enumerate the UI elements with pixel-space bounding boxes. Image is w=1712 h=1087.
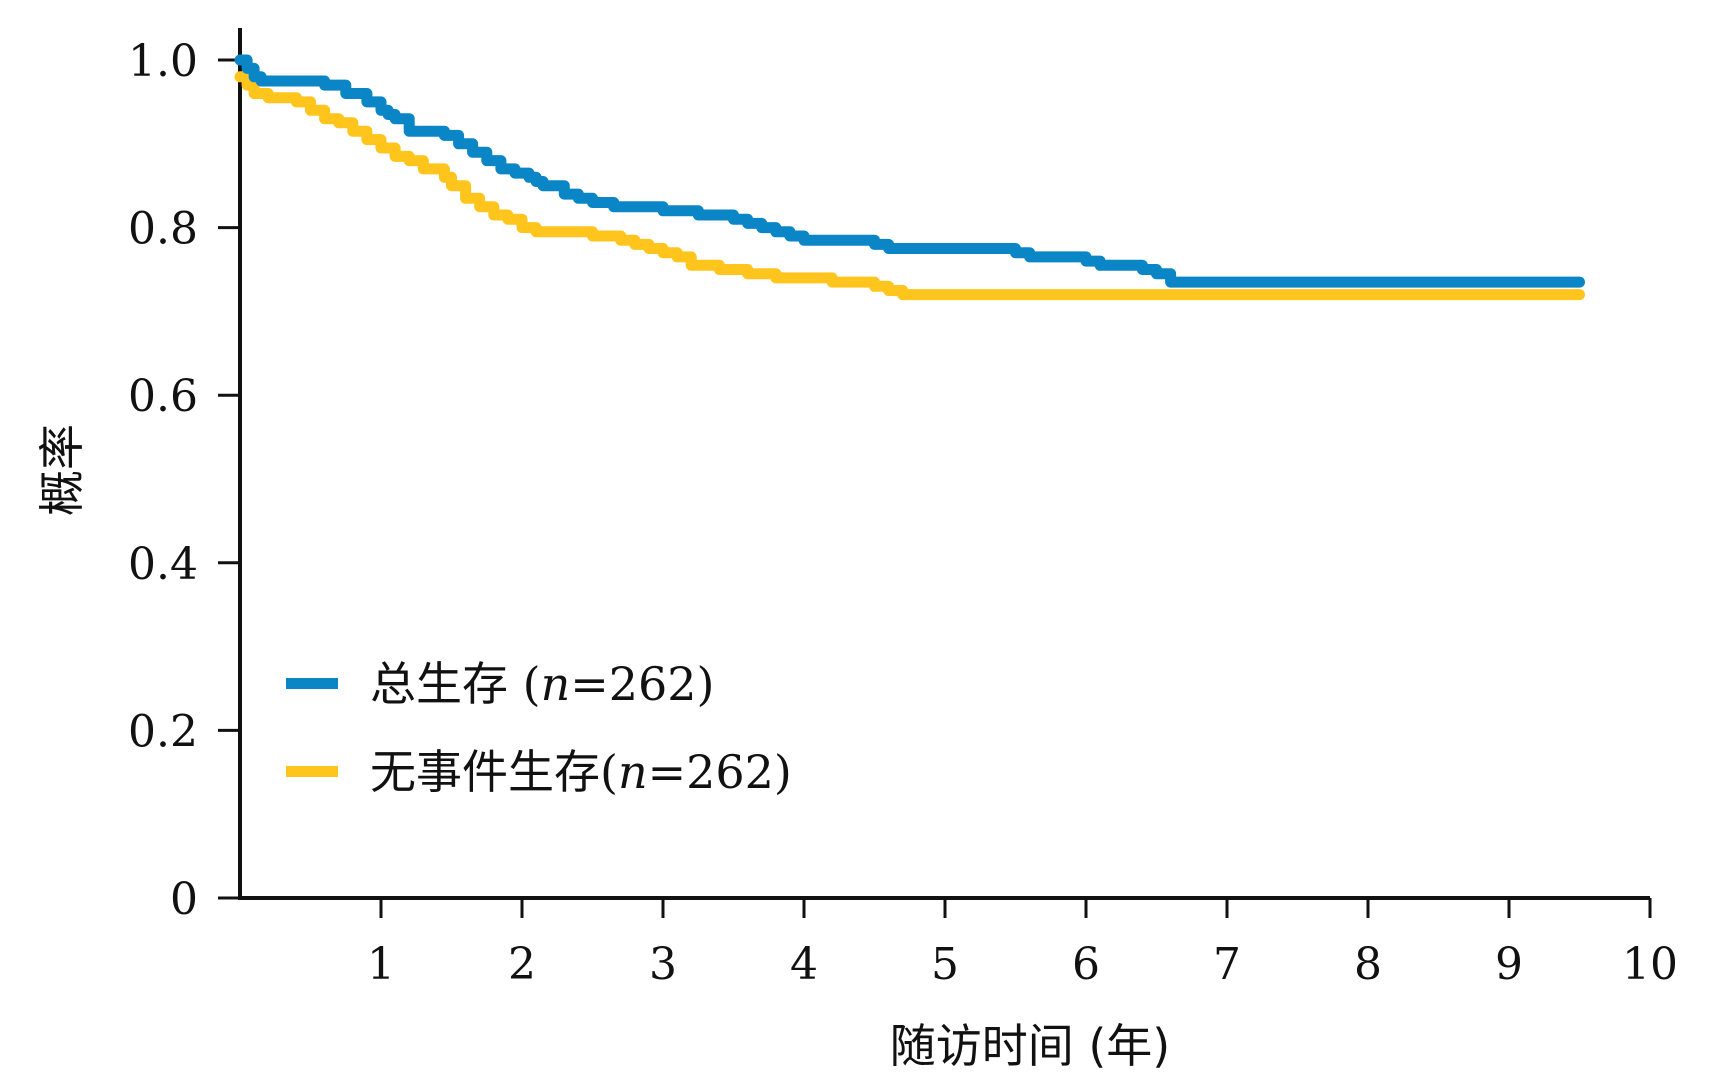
x-tick-label: 3 xyxy=(649,939,677,990)
x-tick-label: 6 xyxy=(1072,939,1100,990)
x-tick-label: 10 xyxy=(1622,939,1678,990)
legend-swatch-event-free-survival xyxy=(286,766,338,777)
y-tick-label: 1.0 xyxy=(128,36,198,87)
y-tick-label: 0.6 xyxy=(128,371,198,422)
x-tick-label: 5 xyxy=(931,939,959,990)
y-tick-label: 0.4 xyxy=(128,539,198,590)
legend-item-event-free-survival: 无事件生存(n=262) xyxy=(286,745,792,799)
legend-swatch-overall-survival xyxy=(286,678,338,689)
x-axis-ticks: 1 2 3 4 5 6 7 8 9 10 xyxy=(367,898,1678,990)
y-axis-title: 概率 xyxy=(35,424,89,516)
series-line-event-free-survival xyxy=(234,71,1585,301)
y-tick-label: 0.2 xyxy=(128,706,198,757)
legend: 总生存 (n=262) 无事件生存(n=262) xyxy=(286,657,792,799)
y-tick-label: 0 xyxy=(170,874,198,925)
legend-label-overall-survival: 总生存 (n=262) xyxy=(370,657,715,711)
y-tick-label: 0.8 xyxy=(128,204,198,255)
x-tick-label: 1 xyxy=(367,939,395,990)
y-axis-ticks: 0 0.2 0.4 0.6 0.8 1.0 xyxy=(128,36,240,925)
legend-item-overall-survival: 总生存 (n=262) xyxy=(286,657,715,711)
x-tick-label: 4 xyxy=(790,939,818,990)
x-tick-label: 7 xyxy=(1213,939,1241,990)
x-tick-label: 9 xyxy=(1495,939,1523,990)
series-layer xyxy=(234,54,1585,301)
legend-label-event-free-survival: 无事件生存(n=262) xyxy=(370,745,792,799)
x-axis-title: 随访时间 (年) xyxy=(890,1019,1171,1073)
series-line-overall-survival xyxy=(234,54,1585,288)
x-tick-label: 8 xyxy=(1354,939,1382,990)
x-tick-label: 2 xyxy=(508,939,536,990)
